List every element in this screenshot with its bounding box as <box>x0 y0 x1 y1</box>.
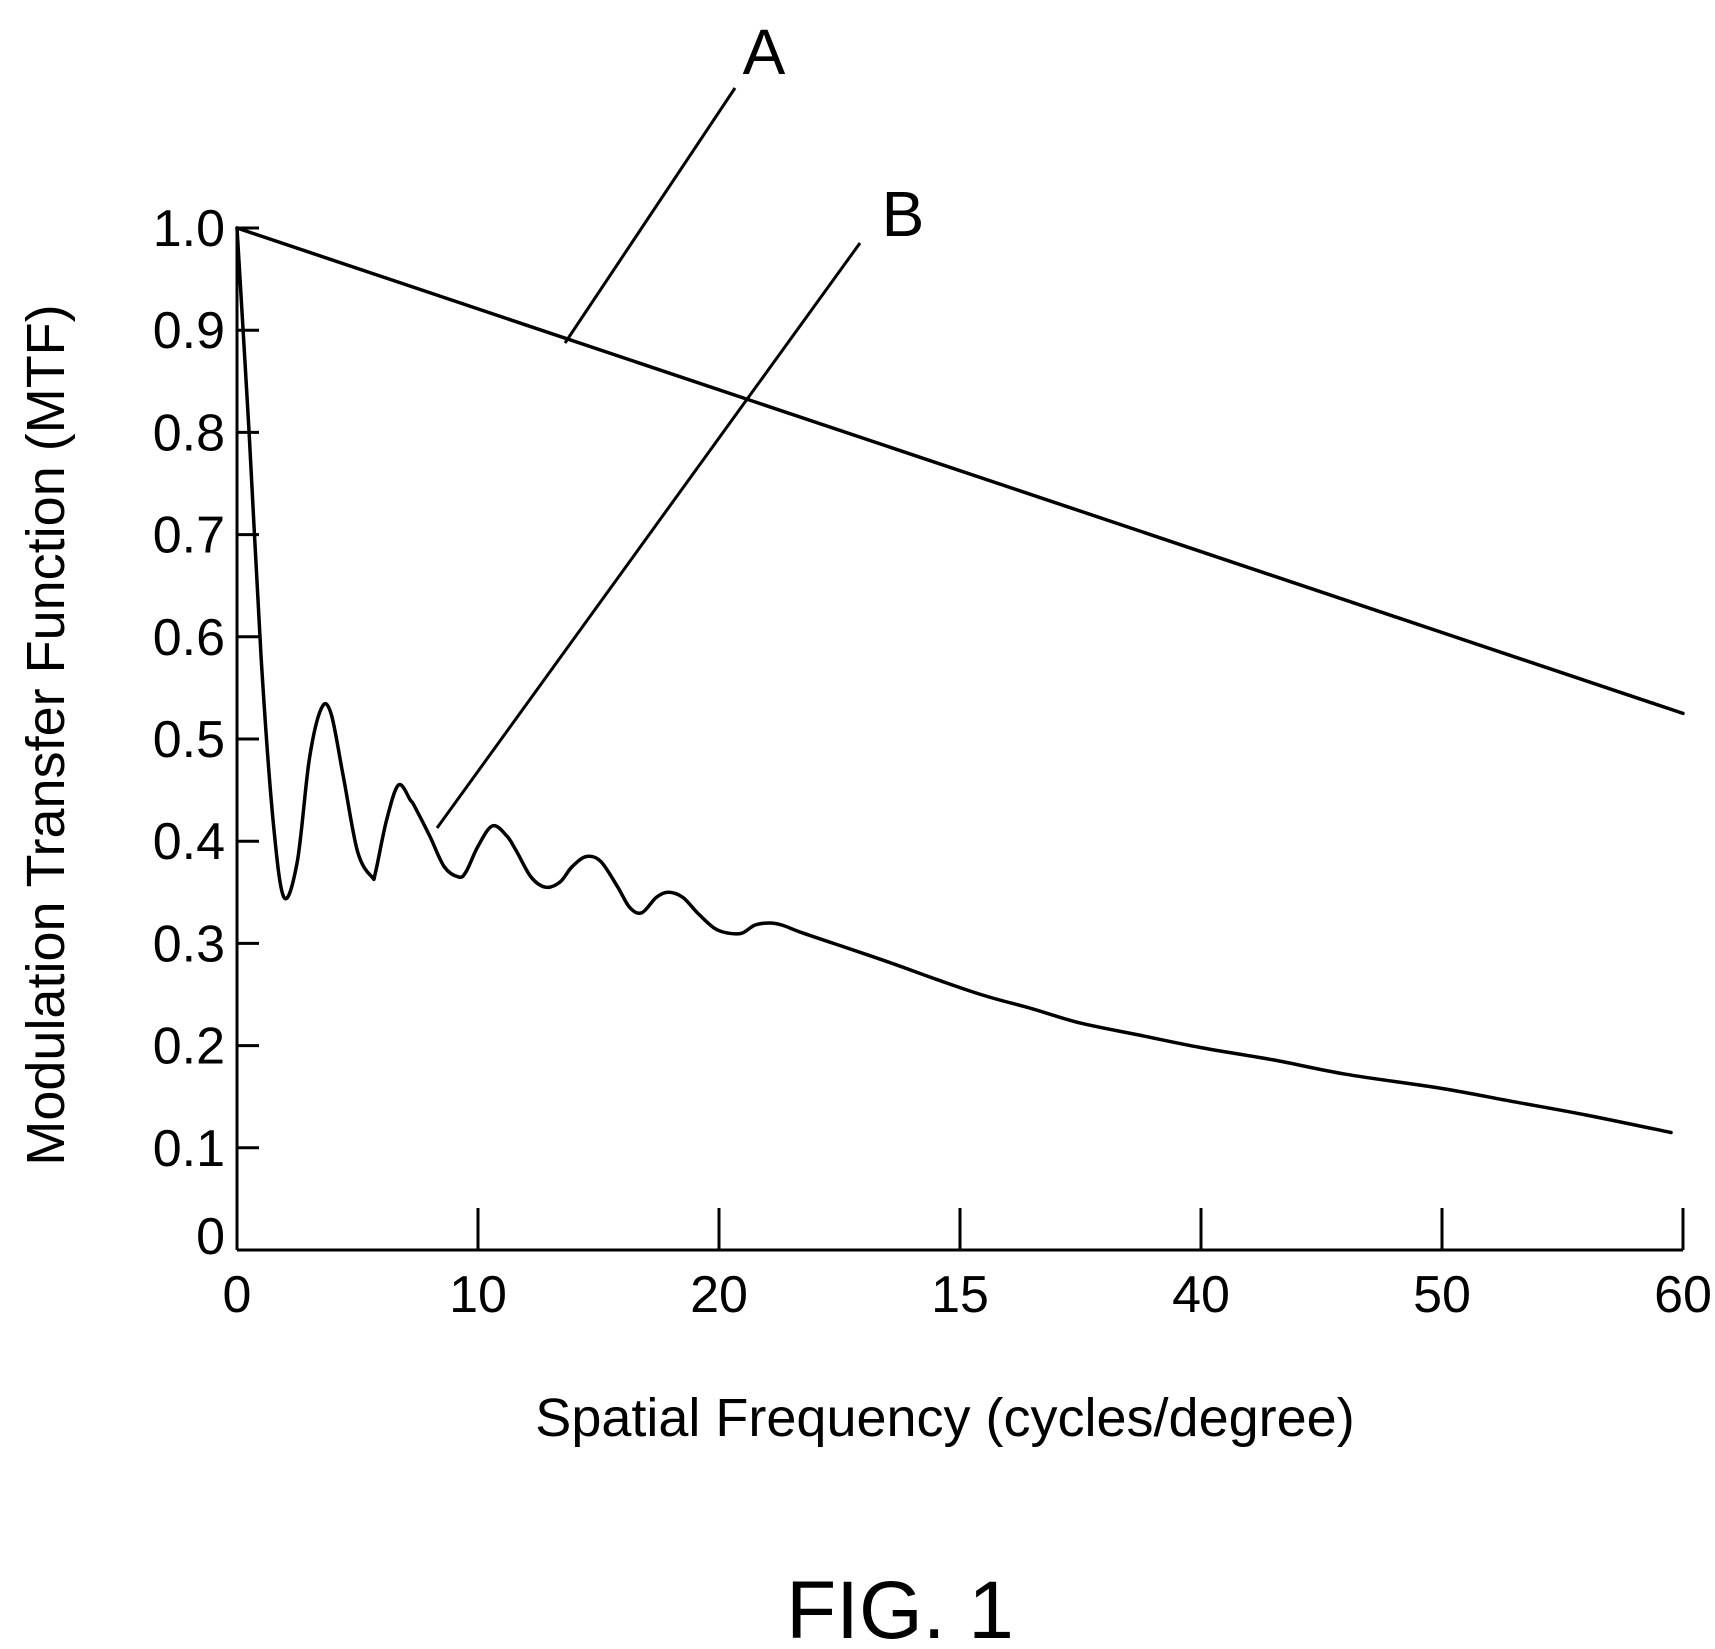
y-tick-label: 0.1 <box>153 1120 225 1178</box>
y-tick-label: 0.5 <box>153 711 225 769</box>
y-tick-label: 0.9 <box>153 302 225 360</box>
x-tick-label: 60 <box>1654 1266 1712 1324</box>
callout-leaders <box>435 87 862 829</box>
callout-leader-a <box>563 87 737 344</box>
x-tick-label: 0 <box>223 1266 252 1324</box>
figure-caption: FIG. 1 <box>786 1565 1014 1649</box>
x-tick-label: 20 <box>690 1266 748 1324</box>
callout-label-a: A <box>743 16 786 88</box>
y-tick-label: 0.4 <box>153 813 225 871</box>
y-tick-label: 0.6 <box>153 609 225 667</box>
x-tick-label: 40 <box>1172 1266 1230 1324</box>
x-axis-title: Spatial Frequency (cycles/degree) <box>535 1388 1354 1448</box>
y-ticks: 0 0.1 0.2 0.3 0.4 0.5 0.6 0.7 0.8 0.9 1.0 <box>153 200 259 1266</box>
x-ticks: 0 10 20 15 40 50 60 <box>223 1208 1712 1324</box>
y-tick-label: 0.8 <box>153 404 225 462</box>
callout-leader-b <box>435 242 862 829</box>
x-tick-label: 15 <box>931 1266 989 1324</box>
y-axis-title: Modulation Transfer Function (MTF) <box>16 304 76 1165</box>
x-tick-label: 50 <box>1413 1266 1471 1324</box>
y-tick-label: 0.3 <box>153 915 225 973</box>
y-tick-label: 0 <box>196 1208 225 1266</box>
y-tick-label: 1.0 <box>153 200 225 258</box>
series-line-a <box>235 226 1685 716</box>
axes <box>235 228 1683 1252</box>
series-line-b <box>235 226 1673 1135</box>
series-layer <box>235 226 1685 1135</box>
y-tick-label: 0.2 <box>153 1018 225 1076</box>
x-tick-label: 10 <box>449 1266 507 1324</box>
y-tick-label: 0.7 <box>153 507 225 565</box>
callout-label-b: B <box>882 178 925 250</box>
